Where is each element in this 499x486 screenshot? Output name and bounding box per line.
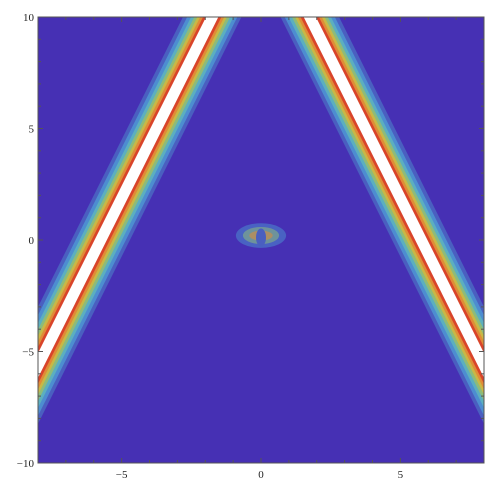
x-tick-labels: −5 0 5 — [116, 469, 404, 481]
beam-1-band-7 — [38, 17, 222, 384]
x-tick-label: 5 — [398, 469, 404, 481]
beam-1-band-8 — [38, 17, 219, 378]
beam-1-band-1 — [38, 17, 242, 424]
beam-2-band-7 — [300, 17, 484, 384]
beam-2-band-5 — [295, 17, 484, 395]
beam-1-band-2 — [38, 17, 238, 416]
beam-2-band-8 — [303, 17, 484, 378]
x-tick-label: 0 — [258, 469, 264, 481]
plot-frame — [37, 16, 485, 464]
y-tick-label: 5 — [29, 124, 35, 136]
beam-1-band-5 — [38, 17, 227, 395]
y-tick-label: 0 — [29, 235, 35, 247]
y-tick-labels: 10 5 0 −5 −10 — [17, 12, 35, 470]
x-tick-label: −5 — [116, 469, 128, 481]
y-tick-label: −10 — [17, 458, 35, 470]
beam-2-band-3 — [288, 17, 484, 408]
y-tick-label: −5 — [22, 347, 34, 359]
beam-1-band-4 — [38, 17, 231, 402]
crossing-gap — [256, 228, 266, 247]
beam-2-band-6 — [297, 17, 484, 390]
y-tick-label: 10 — [23, 12, 35, 24]
beam-1-band-3 — [38, 17, 234, 408]
beam-2-band-4 — [291, 17, 484, 402]
beam-2-band-2 — [284, 17, 484, 416]
beam-1-band-6 — [38, 17, 225, 390]
beam-2-band-1 — [280, 17, 484, 424]
